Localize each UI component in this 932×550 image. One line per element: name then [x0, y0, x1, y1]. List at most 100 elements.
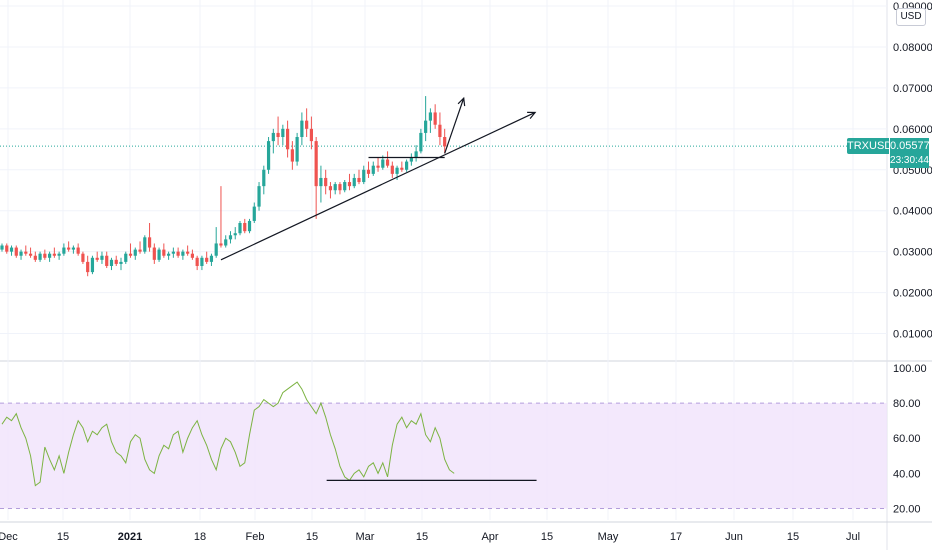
- time-tick-label: Jul: [846, 531, 860, 543]
- candle-body: [405, 161, 409, 170]
- candle-body: [257, 186, 261, 207]
- oscillator-axis: 100.00 80.00 60.00 40.00 20.00: [893, 363, 927, 515]
- candle-body: [24, 251, 28, 254]
- candle-body: [300, 120, 304, 138]
- candle-body: [333, 184, 337, 191]
- candle-body: [438, 124, 442, 138]
- candle-body: [48, 253, 52, 258]
- time-tick-label: Mar: [356, 531, 375, 543]
- candle-body: [252, 206, 256, 221]
- price-candles: [0, 96, 447, 277]
- arrow-head: [457, 96, 466, 107]
- candle-body: [428, 112, 432, 121]
- candle-body: [338, 184, 342, 191]
- candle-body: [314, 141, 318, 187]
- candle-body: [114, 259, 118, 264]
- price-tick-label: 0.04000: [893, 206, 932, 218]
- oscillator-pane: [1, 381, 537, 487]
- candle-body: [271, 132, 275, 142]
- candle-body: [286, 128, 290, 150]
- candle-body: [167, 253, 171, 256]
- candle-body: [147, 237, 152, 248]
- candle-body: [295, 137, 299, 162]
- price-tick-label: 0.08000: [893, 42, 932, 54]
- time-tick-label: Jun: [725, 531, 743, 543]
- candle-body: [33, 255, 37, 260]
- candle-body: [138, 249, 142, 252]
- candle-body: [219, 243, 223, 246]
- time-tick-label: 15: [787, 531, 799, 543]
- candle-body: [343, 182, 347, 191]
- candle-body: [224, 239, 228, 246]
- candle-body: [366, 169, 371, 174]
- candle-body: [105, 255, 109, 266]
- candle-body: [376, 165, 380, 168]
- candle-body: [381, 159, 385, 168]
- candle-body: [281, 128, 285, 138]
- candle-body: [128, 253, 133, 256]
- candle-body: [238, 222, 242, 234]
- oscillator-line: [1, 381, 455, 487]
- oscillator-tick-label: 60.00: [893, 433, 921, 445]
- time-tick-label: May: [598, 531, 619, 543]
- candle-body: [71, 247, 75, 250]
- trendline-drawings: [220, 96, 537, 261]
- candle-body: [409, 157, 413, 162]
- time-tick-label: 15: [306, 531, 318, 543]
- time-tick-label: 2021: [118, 531, 142, 543]
- candle-body: [347, 182, 352, 187]
- candle-body: [143, 237, 147, 252]
- time-axis[interactable]: Dec 15 2021 18 Feb 15 Mar 15 Apr 15 May 17 Jun 15 Jul: [0, 531, 860, 543]
- time-tick-label: 15: [541, 531, 553, 543]
- candle-body: [328, 186, 333, 191]
- price-axis: 0.090000.080000.070000.060000.050000.040…: [893, 1, 932, 341]
- candle-body: [76, 247, 80, 254]
- candle-body: [124, 253, 128, 262]
- candle-body: [319, 177, 323, 187]
- trendline: [444, 97, 465, 154]
- price-tick-label: 0.03000: [893, 247, 932, 259]
- candle-body: [247, 220, 252, 232]
- candle-body: [95, 257, 99, 260]
- candle-body: [371, 165, 375, 174]
- oscillator-tick-label: 80.00: [893, 398, 921, 410]
- candle-body: [186, 251, 190, 254]
- candle-body: [414, 151, 418, 158]
- candle-body: [200, 257, 204, 266]
- oscillator-tick-label: 100.00: [893, 363, 927, 375]
- candle-body: [119, 261, 123, 264]
- oscillator-tick-label: 40.00: [893, 468, 921, 480]
- candle-body: [90, 257, 95, 273]
- last-price-value: 0.05577: [890, 138, 930, 155]
- candle-body: [233, 233, 237, 236]
- candle-body: [419, 132, 423, 152]
- candle-body: [133, 249, 137, 256]
- candle-body: [400, 167, 404, 170]
- price-tick-label: 0.01000: [893, 329, 932, 341]
- price-tick-label: 0.06000: [893, 124, 932, 136]
- candle-body: [362, 169, 366, 183]
- time-tick-label: Dec: [0, 531, 18, 543]
- bar-countdown: 23:30:44: [890, 154, 929, 169]
- time-tick-label: Apr: [481, 531, 498, 543]
- candle-body: [157, 249, 161, 260]
- candle-body: [433, 112, 437, 125]
- candle-body: [14, 247, 18, 256]
- candle-body: [28, 253, 33, 256]
- time-tick-label: 17: [670, 531, 682, 543]
- time-tick-label: Feb: [246, 531, 265, 543]
- candle-body: [424, 120, 428, 133]
- candle-body: [324, 177, 328, 187]
- candle-body: [266, 141, 271, 170]
- oscillator-tick-label: 20.00: [893, 503, 921, 515]
- candle-body: [5, 245, 9, 252]
- candle-body: [9, 247, 14, 252]
- candle-body: [181, 251, 185, 256]
- candle-body: [228, 235, 233, 240]
- candle-body: [357, 177, 361, 183]
- candle-body: [43, 253, 47, 258]
- currency-label[interactable]: USD: [896, 8, 926, 26]
- candle-body: [262, 169, 266, 187]
- price-tick-label: 0.02000: [893, 288, 932, 300]
